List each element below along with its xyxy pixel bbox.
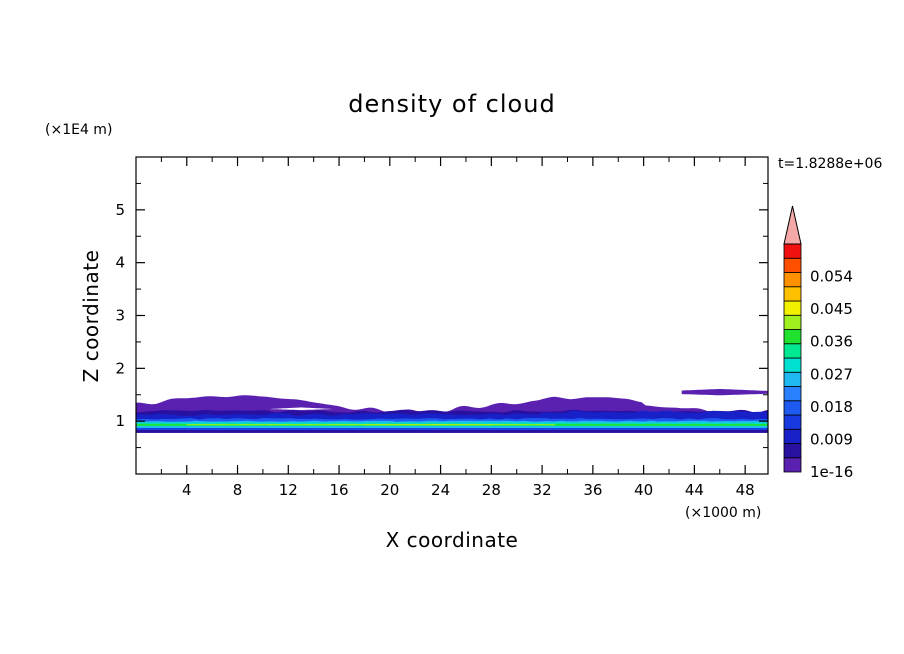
colorbar-segment	[783, 457, 802, 473]
colorbar-label: 1e-16	[810, 463, 853, 481]
y-tick-label: 4	[115, 254, 125, 272]
colorbar-label: 0.045	[810, 300, 853, 318]
x-tick-label: 24	[431, 481, 450, 499]
chart-title: density of cloud	[348, 90, 555, 118]
colorbar: 1e-16 0.009 0.018 0.027 0.036 0.045 0.054	[783, 205, 853, 481]
colorbar-segment	[783, 272, 802, 288]
colorbar-label: 0.036	[810, 333, 853, 351]
colorbar-segment	[783, 329, 802, 345]
colorbar-segment	[783, 400, 802, 416]
x-tick-label: 36	[583, 481, 602, 499]
colorbar-segment	[783, 257, 802, 273]
time-label: t=1.8288e+06	[778, 156, 882, 172]
cloud-core-2	[364, 424, 492, 426]
colorbar-segment	[783, 286, 802, 302]
colorbar-segment	[783, 357, 802, 373]
x-tick-label: 28	[482, 481, 501, 499]
x-tick-label: 8	[233, 481, 243, 499]
y-axis-ticks: 1 2 3 4 5	[115, 182, 768, 449]
y-unit-label: (×1E4 m)	[45, 122, 112, 138]
colorbar-label: 0.009	[810, 430, 853, 448]
cloud-detached-patch	[681, 388, 768, 396]
colorbar-segment	[783, 314, 802, 330]
x-tick-label: 48	[736, 481, 755, 499]
x-tick-label: 16	[330, 481, 349, 499]
x-axis-label: X coordinate	[386, 528, 519, 552]
density-field	[136, 388, 768, 433]
cloud-lower-band	[136, 428, 768, 430]
y-tick-label: 2	[115, 359, 125, 377]
colorbar-segment	[783, 386, 802, 402]
colorbar-segment	[783, 300, 802, 316]
x-tick-label: 44	[685, 481, 704, 499]
colorbar-segment	[783, 443, 802, 459]
x-axis-ticks: 4 8 12 16 20 24 28 32 36 40 44 48	[160, 157, 755, 499]
colorbar-segment	[783, 371, 802, 387]
x-tick-label: 32	[533, 481, 552, 499]
colorbar-segment	[783, 243, 802, 259]
x-tick-label: 4	[182, 481, 192, 499]
y-axis-label: Z coordinate	[79, 250, 103, 383]
colorbar-extend-arrow	[783, 205, 802, 245]
y-tick-label: 3	[115, 307, 125, 325]
x-tick-label: 12	[279, 481, 298, 499]
cloud-gap	[269, 407, 333, 411]
x-unit-label: (×1000 m)	[685, 505, 761, 521]
y-tick-label: 5	[115, 201, 125, 219]
x-tick-label: 20	[380, 481, 399, 499]
y-tick-label: 1	[115, 412, 125, 430]
colorbar-label: 0.027	[810, 365, 853, 383]
colorbar-segment	[783, 343, 802, 359]
colorbar-label: 0.054	[810, 268, 853, 286]
cloud-base	[136, 430, 768, 433]
colorbar-segment	[783, 428, 802, 444]
colorbar-label: 0.018	[810, 398, 853, 416]
colorbar-segment	[783, 414, 802, 430]
x-tick-label: 40	[634, 481, 653, 499]
